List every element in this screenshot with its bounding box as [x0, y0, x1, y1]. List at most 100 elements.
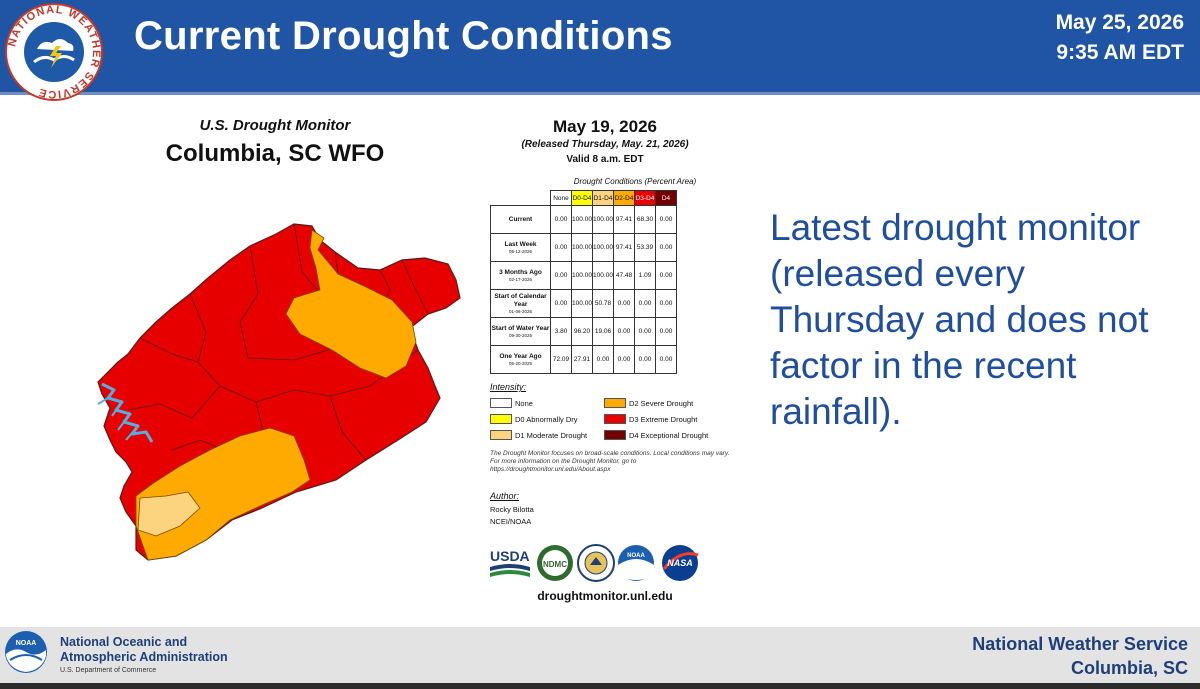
nws-footer-line1: National Weather Service — [972, 634, 1188, 654]
table-header-row: None D0-D4 D1-D4 D2-D4 D3-D4 D4 — [491, 190, 677, 206]
nasa-logo-icon: NASA — [662, 545, 699, 581]
noaa-logo-icon: NOAA — [5, 631, 47, 673]
drought-monitor-note: The Drought Monitor focuses on broad-sca… — [490, 450, 730, 473]
table-cell: 0.00 — [655, 261, 677, 290]
svg-text:NOAA: NOAA — [16, 640, 37, 647]
table-cell: 100.00 — [592, 205, 614, 234]
legend-item-d1: D1 Moderate Drought — [490, 430, 587, 440]
row-label: Start of Calendar Year 01-06-2026 — [490, 289, 551, 318]
header-time: 9:35 AM EDT — [1056, 41, 1184, 64]
table-cell: 72.09 — [550, 345, 572, 374]
legend-label: D3 Extreme Drought — [629, 414, 698, 424]
legend-item-d3: D3 Extreme Drought — [604, 414, 697, 424]
table-cell: 0.00 — [613, 317, 635, 346]
table-cell: 97.41 — [613, 233, 635, 262]
table-cell: 0.00 — [655, 205, 677, 234]
agency-logos: USDA NDMC NOAA NASA — [490, 544, 699, 582]
table-cell: 100.00 — [571, 261, 593, 290]
footer-bar — [0, 627, 1200, 683]
table-cell: 100.00 — [592, 261, 614, 290]
table-cell: 19.06 — [592, 317, 614, 346]
table-cell: 0.00 — [550, 261, 572, 290]
commerce-seal-icon — [577, 544, 615, 582]
map-region-d2-south — [135, 427, 311, 561]
legend-swatch — [490, 398, 512, 408]
author-name: Rocky Bilotta — [490, 505, 534, 514]
table-cell: 0.00 — [634, 345, 656, 374]
row-label: Start of Water Year 09-30-2025 — [490, 317, 551, 346]
row-label: One Year Ago 05-20-2025 — [490, 345, 551, 374]
noaa-logo-small-icon: NOAA — [618, 545, 654, 581]
svg-text:NDMC: NDMC — [543, 560, 567, 569]
col-d0-d4: D0-D4 — [571, 190, 593, 206]
author-label: Author: — [490, 491, 520, 501]
map-region-d1 — [137, 491, 201, 537]
legend-swatch — [490, 414, 512, 424]
row-label: 3 Months Ago 02-17-2026 — [490, 261, 551, 290]
col-d2-d4: D2-D4 — [613, 190, 635, 206]
table-cell: 1.09 — [634, 261, 656, 290]
table-cell: 0.00 — [655, 345, 677, 374]
nws-logo-icon: NATIONAL WEATHER SERVICE — [5, 3, 103, 101]
noaa-name-line1: National Oceanic and — [60, 635, 188, 649]
legend-label: D4 Exceptional Drought — [629, 430, 709, 440]
map-region-d2-north — [285, 229, 417, 379]
table-cell: 0.00 — [550, 233, 572, 262]
author-org: NCEI/NOAA — [490, 517, 532, 526]
legend-item-d2: D2 Severe Drought — [604, 398, 693, 408]
drought-monitor-url[interactable]: droughtmonitor.unl.edu — [537, 589, 673, 603]
legend-item-d0: D0 Abnormally Dry — [490, 414, 578, 424]
svg-text:USDA: USDA — [490, 548, 530, 564]
svg-text:NOAA: NOAA — [627, 553, 645, 559]
legend-swatch — [490, 430, 512, 440]
drought-map — [97, 223, 461, 561]
header-date: May 25, 2026 — [1055, 11, 1184, 34]
table-cell: 50.78 — [592, 289, 614, 318]
table-cell: 0.00 — [634, 317, 656, 346]
footer-bottom-strip — [0, 683, 1200, 689]
noaa-name: National Oceanic and Atmospheric Adminis… — [60, 635, 228, 665]
row-label: Last Week 05-12-2026 — [490, 233, 551, 262]
legend-item-d4: D4 Exceptional Drought — [604, 430, 708, 440]
table-row: Start of Calendar Year 01-06-2026 0.00 10… — [490, 289, 677, 318]
table-cell: 0.00 — [655, 233, 677, 262]
table-cell: 0.00 — [550, 205, 572, 234]
legend-label: D1 Moderate Drought — [515, 430, 588, 440]
svg-text:NASA: NASA — [667, 558, 693, 568]
col-d3-d4: D3-D4 — [634, 190, 656, 206]
header-bar — [0, 0, 1200, 92]
table-cell: 0.00 — [655, 317, 677, 346]
legend-swatch — [604, 430, 626, 440]
table-row: Start of Water Year 09-30-2025 3.80 96.20… — [490, 317, 677, 346]
header-divider — [0, 92, 1200, 95]
col-d1-d4: D1-D4 — [592, 190, 614, 206]
table-cell: 96.20 — [571, 317, 593, 346]
noaa-dept: U.S. Department of Commerce — [60, 667, 157, 674]
ndmc-logo-icon: NDMC — [537, 545, 573, 581]
drought-monitor-title: U.S. Drought Monitor — [199, 117, 351, 134]
table-cell: 53.39 — [634, 233, 656, 262]
table-cell: 0.00 — [550, 289, 572, 318]
legend-label: D2 Severe Drought — [629, 398, 694, 408]
table-cell: 47.48 — [613, 261, 635, 290]
table-cell: 3.80 — [550, 317, 572, 346]
usda-logo-icon: USDA — [490, 548, 530, 577]
nws-footer-name: National Weather Service Columbia, SC — [972, 632, 1188, 680]
noaa-name-line2: Atmospheric Administration — [60, 650, 228, 664]
table-row: One Year Ago 05-20-2025 72.09 27.91 0.00 … — [490, 345, 677, 374]
table-caption: Drought Conditions (Percent Area) — [573, 177, 697, 186]
table-cell: 100.00 — [592, 233, 614, 262]
table-cell: 0.00 — [613, 289, 635, 318]
drought-valid-time: Valid 8 a.m. EDT — [566, 154, 644, 165]
col-d4: D4 — [655, 190, 677, 206]
page-title: Current Drought Conditions — [134, 14, 673, 58]
table-cell: 0.00 — [655, 289, 677, 318]
table-cell: 100.00 — [571, 233, 593, 262]
table-cell: 100.00 — [571, 205, 593, 234]
table-cell: 0.00 — [613, 345, 635, 374]
legend-swatch — [604, 414, 626, 424]
col-none: None — [550, 190, 572, 206]
legend-label: D0 Abnormally Dry — [515, 414, 578, 424]
legend-swatch — [604, 398, 626, 408]
table-cell: 27.91 — [571, 345, 593, 374]
